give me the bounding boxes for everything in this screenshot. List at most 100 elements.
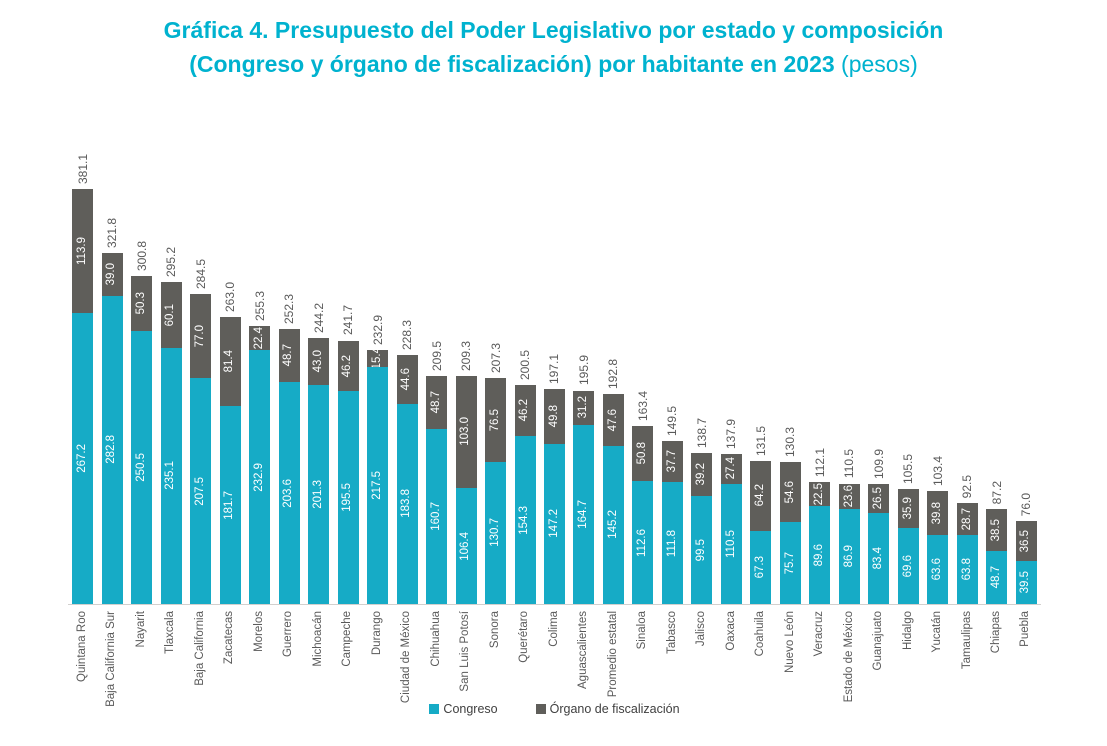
bar-segment-value: 103.0 (459, 417, 472, 447)
x-axis-label: Campeche (341, 611, 354, 667)
x-axis-label: Promedio estatal (606, 611, 619, 698)
bar-segment-congreso: 145.2 (602, 445, 624, 604)
bar-segment-value: 67.3 (754, 556, 767, 579)
bar-segment-value: 154.3 (518, 505, 531, 535)
bar-segment-value: 267.2 (75, 444, 88, 473)
bar-column: 321.8 39.0 282.8 (97, 218, 126, 604)
bar-stack: 48.7 203.6 (278, 329, 300, 604)
bar-segment-congreso: 250.5 (131, 331, 153, 604)
bar-segment-fiscalizacion: 22.4 (249, 325, 271, 351)
bar-column: 284.5 77.0 207.5 (186, 259, 215, 604)
bar-column: 241.7 46.2 195.5 (333, 305, 362, 604)
bar-total-label: 197.1 (547, 354, 562, 385)
bar-segment-fiscalizacion: 31.2 (573, 390, 595, 425)
bar-total-label: 76.0 (1019, 492, 1034, 517)
bar-segment-congreso: 110.5 (720, 483, 742, 604)
x-axis-label: Chiapas (990, 611, 1002, 654)
bar-segment-congreso: 67.3 (750, 530, 772, 604)
bar-total-label: 209.3 (459, 340, 474, 371)
chart-area: 381.1 113.9 267.2 321.8 39.0 282.8 300.8 50.3 25… (68, 125, 1041, 735)
bar-segment-fiscalizacion: 81.4 (219, 317, 241, 406)
bar-segment-value: 83.4 (872, 547, 885, 570)
bar-total-label: 195.9 (576, 355, 591, 386)
x-axis-label: Quintana Roo (75, 611, 88, 682)
bar-segment-value: 86.9 (842, 545, 855, 568)
chart-title-line2-bold: (Congreso y órgano de fiscalización) por… (189, 51, 835, 77)
legend-label-congreso: Congreso (443, 702, 498, 716)
bar-column: 244.2 43.0 201.3 (304, 303, 333, 604)
bar-stack: 50.3 250.5 (131, 276, 153, 604)
bar-segment-value: 37.7 (665, 450, 678, 473)
bar-column: 255.3 22.4 232.9 (245, 291, 274, 604)
bar-stack: 113.9 267.2 (72, 188, 94, 604)
bar-stack: 64.2 67.3 (750, 460, 772, 604)
bar-segment-congreso: 86.9 (838, 509, 860, 604)
bar-segment-congreso: 183.8 (396, 403, 418, 604)
bar-segment-fiscalizacion: 28.7 (956, 503, 978, 535)
bar-segment-congreso: 164.7 (573, 424, 595, 604)
bar-column: 131.5 64.2 67.3 (746, 426, 775, 604)
x-axis-label: Morelos (252, 611, 265, 652)
bar-total-label: 255.3 (252, 290, 267, 321)
bar-segment-value: 195.5 (341, 483, 354, 512)
legend: Congreso Órgano de fiscalización (68, 702, 1041, 716)
bar-segment-value: 250.5 (134, 453, 147, 482)
bar-segment-value: 36.5 (1019, 529, 1032, 553)
bar-segment-value: 63.8 (960, 558, 973, 581)
bar-segment-value: 39.2 (695, 462, 708, 486)
bar-column: 112.1 22.5 89.6 (805, 448, 834, 604)
bar-column: 130.3 54.6 75.7 (776, 427, 805, 604)
bar-column: 192.8 47.6 145.2 (599, 359, 628, 604)
bar-column: 110.5 23.6 86.9 (835, 449, 864, 604)
bar-segment-value: 77.0 (193, 324, 206, 348)
bar-column: 163.4 50.8 112.6 (628, 391, 657, 604)
bar-column: 105.5 35.9 69.6 (894, 454, 923, 604)
bar-segment-value: 27.4 (724, 457, 737, 480)
bar-total-label: 192.8 (606, 358, 621, 389)
bar-segment-value: 164.7 (577, 499, 590, 529)
bar-segment-value: 39.0 (105, 263, 118, 286)
bar-segment-value: 38.5 (990, 518, 1002, 542)
chart-title-line1: Gráfica 4. Presupuesto del Poder Legisla… (0, 13, 1107, 47)
bar-stack: 47.6 145.2 (602, 393, 624, 604)
bar-segment-fiscalizacion: 22.5 (809, 481, 831, 507)
bar-segment-congreso: 207.5 (190, 377, 212, 604)
bar-segment-value: 22.4 (252, 326, 265, 350)
x-axis-label: Sinaloa (636, 611, 649, 650)
bar-segment-fiscalizacion: 39.0 (101, 253, 123, 296)
bar-segment-fiscalizacion: 37.7 (661, 441, 683, 483)
bar-segment-congreso: 232.9 (249, 350, 271, 604)
bar-segment-value: 207.5 (193, 476, 206, 506)
bar-segment-value: 130.7 (488, 518, 501, 548)
bar-segment-value: 201.3 (311, 479, 324, 509)
x-axis-label: Aguascalientes (577, 611, 590, 689)
plot-area: 381.1 113.9 267.2 321.8 39.0 282.8 300.8 50.3 25… (68, 125, 1041, 605)
bar-column: 103.4 39.8 63.6 (923, 456, 952, 604)
bar-segment-fiscalizacion: 64.2 (750, 460, 772, 531)
bar-column: 195.9 31.2 164.7 (569, 355, 598, 604)
legend-swatch-fiscalizacion-icon (535, 704, 546, 714)
bar-stack: 22.5 89.6 (809, 481, 831, 604)
bar-column: 300.8 50.3 250.5 (127, 241, 156, 604)
bar-segment-fiscalizacion: 36.5 (1015, 521, 1037, 561)
bar-stack: 46.2 195.5 (337, 340, 359, 604)
bar-segment-value: 60.1 (164, 303, 177, 327)
bar-stack: 103.0 106.4 (455, 375, 477, 604)
bar-segment-fiscalizacion: 15.4 (367, 350, 389, 367)
bar-column: 228.3 44.6 183.8 (392, 320, 421, 604)
bar-segment-congreso: 83.4 (868, 513, 890, 604)
x-axis-label: Nayarit (134, 611, 147, 648)
bar-column: 137.9 27.4 110.5 (717, 419, 746, 604)
bar-stack: 76.5 130.7 (485, 378, 507, 604)
x-axis-label: Guerrero (282, 611, 295, 658)
bar-segment-fiscalizacion: 39.2 (691, 452, 713, 496)
bar-total-label: 130.3 (783, 426, 798, 457)
bar-segment-value: 99.5 (695, 538, 708, 561)
bar-segment-value: 203.6 (282, 478, 295, 508)
bar-segment-value: 217.5 (370, 471, 383, 500)
x-axis-label: Tabasco (665, 611, 678, 654)
bar-stack: 36.5 39.5 (1015, 521, 1037, 604)
bar-segment-value: 111.8 (665, 529, 678, 557)
bar-segment-fiscalizacion: 49.8 (543, 389, 565, 444)
bar-segment-congreso: 99.5 (691, 495, 713, 604)
